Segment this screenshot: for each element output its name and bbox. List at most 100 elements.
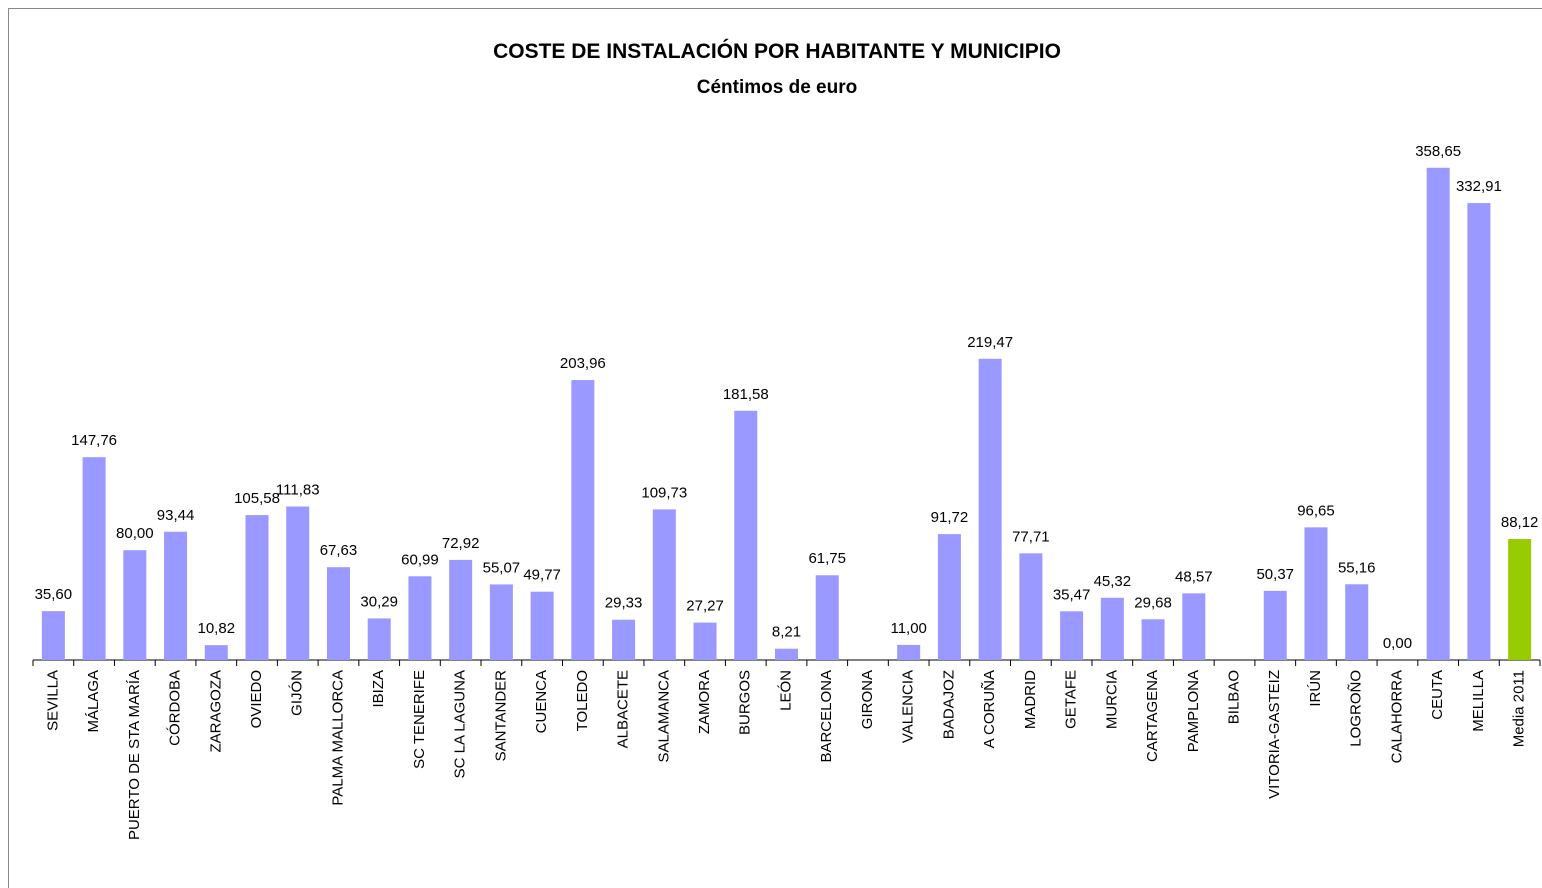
x-tick-label: A CORUÑA xyxy=(981,670,998,748)
data-label: 61,75 xyxy=(808,550,846,567)
bar xyxy=(897,644,921,660)
bar xyxy=(571,380,595,660)
bar xyxy=(1467,203,1491,660)
bar xyxy=(937,534,961,660)
x-tick-label: SEVILLA xyxy=(44,670,61,731)
x-tick-label: CEUTA xyxy=(1429,670,1446,720)
bar xyxy=(652,509,676,660)
data-label: 8,21 xyxy=(772,624,801,641)
bar xyxy=(326,567,350,660)
data-label: 29,33 xyxy=(605,595,643,612)
x-tick-label: PALMA MALLORCA xyxy=(329,670,346,806)
data-label: 111,83 xyxy=(276,482,320,499)
bar xyxy=(1182,593,1206,660)
data-label: 109,73 xyxy=(641,484,687,501)
x-tick-label: MURCIA xyxy=(1103,670,1120,729)
data-label: 35,47 xyxy=(1053,586,1091,603)
data-label: 50,37 xyxy=(1256,566,1294,583)
data-label: 105,58 xyxy=(234,490,280,507)
data-label: 48,57 xyxy=(1175,568,1213,585)
x-tick-label: MÁLAGA xyxy=(85,670,102,733)
x-tick-label: PAMPLONA xyxy=(1185,670,1202,752)
x-tick-label: ZARAGOZA xyxy=(207,670,224,753)
data-label: 203,96 xyxy=(560,355,606,372)
x-tick-label: CARTAGENA xyxy=(1144,670,1161,762)
x-tick-label: SALAMANCA xyxy=(655,670,672,763)
bar xyxy=(408,576,432,660)
bar xyxy=(123,550,147,660)
x-tick-label: TOLEDO xyxy=(574,670,591,731)
chart-subtitle: Céntimos de euro xyxy=(697,77,857,98)
data-label: 29,68 xyxy=(1134,594,1172,611)
bar xyxy=(1426,167,1450,660)
data-label: 55,07 xyxy=(483,559,521,576)
bar xyxy=(978,358,1002,660)
chart-title: COSTE DE INSTALACIÓN POR HABITANTE Y MUN… xyxy=(493,39,1061,63)
data-label: 72,92 xyxy=(442,535,480,552)
data-label: 181,58 xyxy=(723,386,769,403)
x-tick-label: LOGROÑO xyxy=(1348,670,1365,747)
x-tick-label: VITORIA-GASTEIZ xyxy=(1266,670,1283,799)
data-label: 91,72 xyxy=(931,509,969,526)
bar xyxy=(1345,584,1369,660)
data-label: 96,65 xyxy=(1297,502,1335,519)
bar xyxy=(1304,527,1328,660)
x-tick-label: SC TENERIFE xyxy=(411,670,428,769)
bar xyxy=(1508,539,1532,660)
x-tick-label: IBIZA xyxy=(370,670,387,708)
data-label: 0,00 xyxy=(1383,635,1412,652)
data-label: 358,65 xyxy=(1415,143,1461,160)
bar xyxy=(204,645,228,660)
data-label: 45,32 xyxy=(1094,573,1132,590)
x-tick-label: GETAFE xyxy=(1063,670,1080,729)
x-tick-label: BILBAO xyxy=(1225,670,1242,724)
x-tick-label: BARCELONA xyxy=(818,670,835,763)
x-tick-label: GIJÓN xyxy=(289,670,306,716)
data-label: 80,00 xyxy=(116,525,154,542)
data-label: 332,91 xyxy=(1456,178,1502,195)
bar xyxy=(612,619,636,660)
bar xyxy=(1060,611,1084,660)
x-tick-label: CUENCA xyxy=(533,670,550,733)
bar xyxy=(734,410,758,660)
x-tick-label: ZAMORA xyxy=(696,670,713,734)
bar xyxy=(41,611,65,660)
x-tick-label: ALBACETE xyxy=(615,670,632,748)
data-label: 77,71 xyxy=(1012,528,1050,545)
data-label: 93,44 xyxy=(157,507,195,524)
x-tick-label: LEÓN xyxy=(777,670,794,711)
bar xyxy=(775,648,798,660)
data-label: 49,77 xyxy=(523,567,561,584)
bar xyxy=(1019,553,1043,660)
chart-frame xyxy=(8,8,1542,888)
bar xyxy=(286,506,310,660)
bar xyxy=(245,515,269,660)
data-label: 67,63 xyxy=(320,542,358,559)
data-label: 27,27 xyxy=(686,598,724,615)
x-tick-label: SC LA LAGUNA xyxy=(452,670,469,778)
x-tick-label: MADRID xyxy=(1022,670,1039,729)
bar xyxy=(449,559,473,660)
bar xyxy=(1141,619,1165,660)
x-tick-label: CALAHORRA xyxy=(1388,670,1405,763)
data-label: 11,00 xyxy=(890,620,926,637)
x-tick-label: MELILLA xyxy=(1470,670,1487,732)
x-tick-label: PUERTO DE STA MARÍA xyxy=(126,670,143,840)
x-tick-label: GIRONA xyxy=(859,670,876,729)
bar xyxy=(530,591,554,660)
x-tick-label: BURGOS xyxy=(737,670,754,735)
bar xyxy=(489,584,513,660)
bar xyxy=(1100,597,1124,660)
data-label: 10,82 xyxy=(198,620,236,637)
data-label: 30,29 xyxy=(360,593,398,610)
data-label: 55,16 xyxy=(1338,559,1376,576)
data-label: 60,99 xyxy=(401,551,439,568)
x-tick-label: CÓRDOBA xyxy=(167,670,184,746)
bar xyxy=(367,618,391,660)
x-tick-label: Media 2011 xyxy=(1511,670,1528,747)
bar xyxy=(1263,590,1287,660)
data-label: 147,76 xyxy=(71,432,117,449)
data-label: 88,12 xyxy=(1501,514,1539,531)
